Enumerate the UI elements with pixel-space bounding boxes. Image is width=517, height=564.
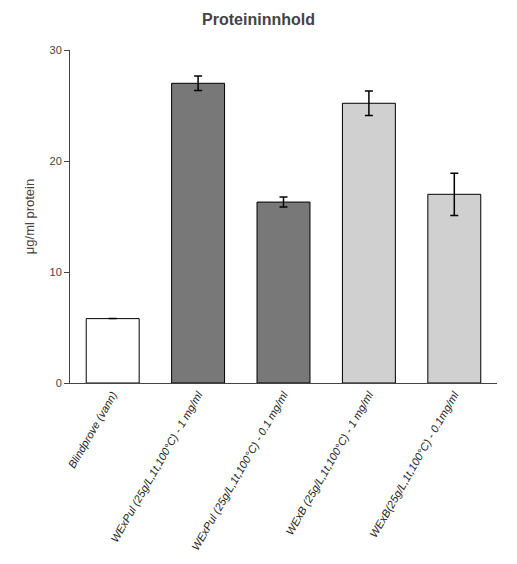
svg-text:Proteininnhold: Proteininnhold	[202, 11, 315, 28]
svg-text:μg/ml protein: μg/ml protein	[22, 179, 37, 254]
svg-text:10: 10	[50, 266, 62, 278]
svg-text:0: 0	[56, 377, 62, 389]
svg-text:30: 30	[50, 44, 62, 56]
svg-text:WExPul (25g/L,1t,100°C) - 0.1: WExPul (25g/L,1t,100°C) - 0.1 mg/ml	[189, 389, 290, 552]
svg-text:WExPul (25g/L,1t,100°C) - 1 mg: WExPul (25g/L,1t,100°C) - 1 mg/ml	[108, 389, 205, 544]
svg-text:20: 20	[50, 155, 62, 167]
svg-text:WExB(25g/L,1t,100°C) - 0.1mg/m: WExB(25g/L,1t,100°C) - 0.1mg/ml	[367, 389, 461, 540]
svg-text:WExB (25g/L,1t,100°C) - 1 mg/m: WExB (25g/L,1t,100°C) - 1 mg/ml	[283, 389, 375, 537]
svg-text:Blindprove (vann): Blindprove (vann)	[66, 389, 120, 470]
